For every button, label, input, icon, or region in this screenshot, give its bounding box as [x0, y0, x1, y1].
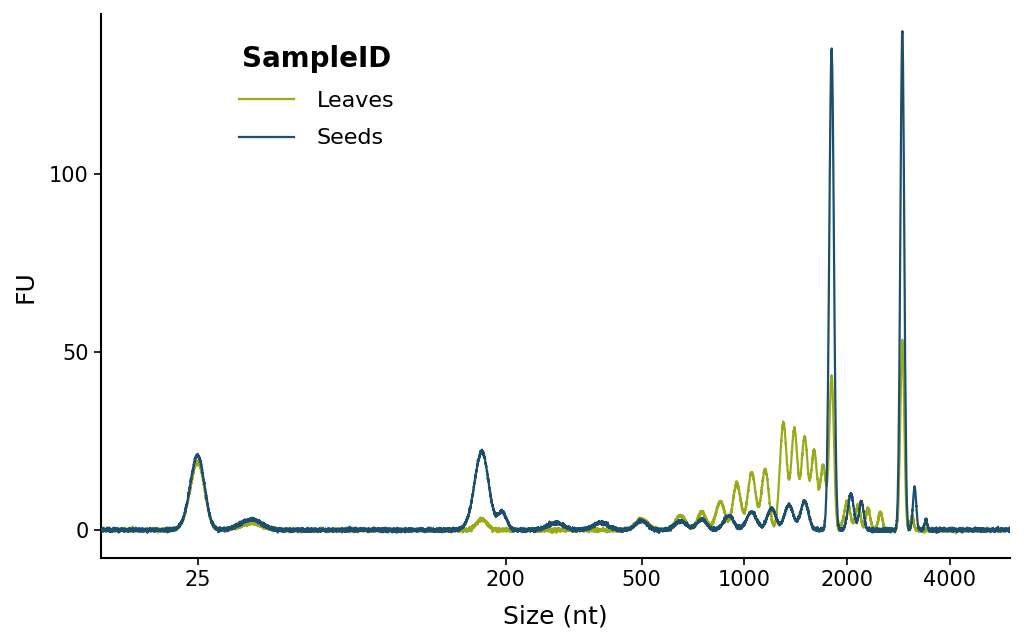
Seeds [769, 510, 781, 518]
Leaves [673, 513, 685, 521]
Line: Seeds: Seeds [100, 31, 1010, 533]
Leaves [94, 527, 106, 535]
Leaves [633, 517, 645, 525]
Leaves [140, 526, 153, 534]
X-axis label: Size (nt): Size (nt) [503, 604, 607, 628]
Seeds [140, 526, 153, 534]
Seeds [633, 519, 645, 526]
Legend: Leaves, Seeds: Leaves, Seeds [230, 36, 403, 157]
Leaves [424, 526, 436, 534]
Seeds [817, 524, 829, 532]
Line: Leaves: Leaves [100, 340, 1010, 534]
Leaves [769, 519, 781, 526]
Leaves [817, 462, 829, 470]
Y-axis label: FU: FU [14, 270, 38, 302]
Leaves [896, 336, 908, 343]
Seeds [653, 529, 666, 537]
Seeds [673, 518, 685, 526]
Seeds [94, 525, 106, 533]
Leaves [950, 530, 963, 537]
Leaves [1004, 527, 1016, 535]
Seeds [896, 28, 908, 35]
Seeds [1004, 525, 1016, 533]
Seeds [424, 526, 436, 534]
